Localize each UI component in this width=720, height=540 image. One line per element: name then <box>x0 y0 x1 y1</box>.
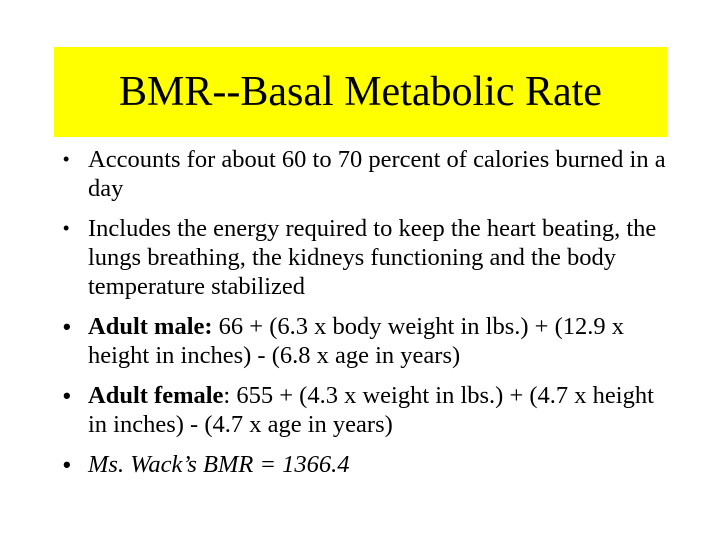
bullet-text: Includes the energy required to keep the… <box>88 214 656 301</box>
list-item: • Ms. Wack’s BMR = 1366.4 <box>54 450 704 479</box>
list-item: • Adult female: 655 + (4.3 x weight in lb… <box>54 381 704 439</box>
text-run: Accounts for about 60 to 70 percent of c… <box>88 146 666 173</box>
list-item: • Adult male: 66 + (6.3 x body weight in … <box>54 312 704 370</box>
text-run: 66 + (6.3 x body weight in lbs.) + (12.9… <box>212 313 624 340</box>
text-line: temperature stabilized <box>88 272 656 301</box>
bullet-text: Adult female: 655 + (4.3 x weight in lbs… <box>88 381 654 439</box>
text-run: Ms. Wack’s BMR = 1366.4 <box>88 451 350 478</box>
text-run: height in inches) - (6.8 x age in years) <box>88 342 461 369</box>
text-run: Adult female <box>88 382 224 409</box>
text-run: lungs breathing, the kidneys functioning… <box>88 244 617 271</box>
bullet-icon: • <box>63 383 71 408</box>
bullet-list: • Accounts for about 60 to 70 percent of … <box>54 145 704 490</box>
bullet-icon: • <box>63 218 70 238</box>
page-title: BMR--Basal Metabolic Rate <box>119 69 602 115</box>
list-item: • Accounts for about 60 to 70 percent of … <box>54 145 704 203</box>
text-run: day <box>88 175 124 202</box>
text-run: in inches) - (4.7 x age in years) <box>88 411 393 438</box>
text-run: temperature stabilized <box>88 273 305 300</box>
bullet-text: Accounts for about 60 to 70 percent of c… <box>88 145 666 203</box>
bullet-icon: • <box>63 149 70 169</box>
text-line: in inches) - (4.7 x age in years) <box>88 410 654 439</box>
bullet-icon: • <box>63 452 71 477</box>
text-run: : 655 + (4.3 x weight in lbs.) + (4.7 x … <box>223 382 654 409</box>
text-line: Ms. Wack’s BMR = 1366.4 <box>88 450 350 479</box>
bullet-text: Ms. Wack’s BMR = 1366.4 <box>88 450 350 479</box>
text-line: height in inches) - (6.8 x age in years) <box>88 341 624 370</box>
title-banner: BMR--Basal Metabolic Rate <box>54 47 667 137</box>
text-run: Adult male: <box>88 313 213 340</box>
text-line: Includes the energy required to keep the… <box>88 214 656 243</box>
bullet-icon: • <box>63 314 71 339</box>
text-line: Adult male: 66 + (6.3 x body weight in l… <box>88 312 624 341</box>
text-line: day <box>88 174 666 203</box>
text-line: Accounts for about 60 to 70 percent of c… <box>88 145 666 174</box>
text-run: Includes the energy required to keep the… <box>88 215 657 242</box>
text-line: lungs breathing, the kidneys functioning… <box>88 243 656 272</box>
text-line: Adult female: 655 + (4.3 x weight in lbs… <box>88 381 654 410</box>
list-item: • Includes the energy required to keep th… <box>54 214 704 301</box>
bullet-text: Adult male: 66 + (6.3 x body weight in l… <box>88 312 624 370</box>
